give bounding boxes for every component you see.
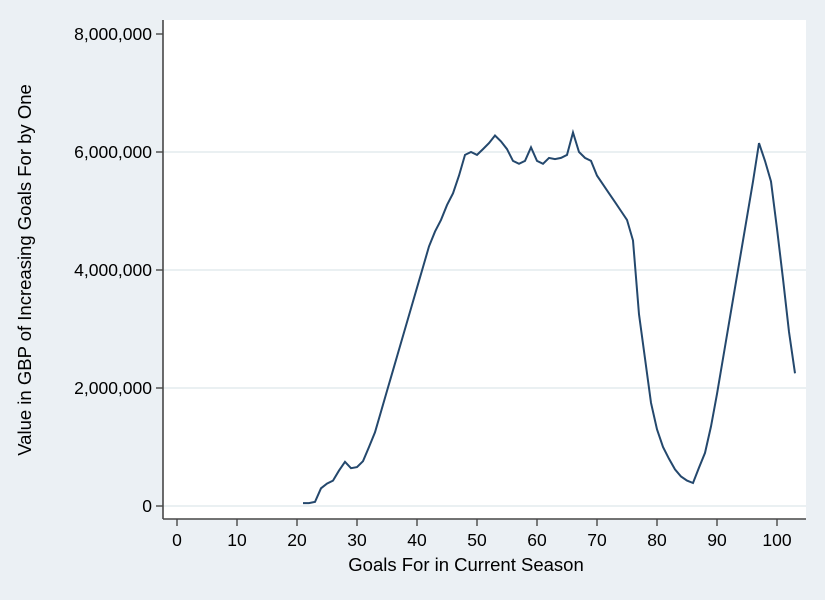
x-tick-label: 20 [287,530,307,550]
x-tick-label: 70 [587,530,607,550]
x-tick-label: 30 [347,530,367,550]
x-tick-label: 80 [647,530,667,550]
y-tick-label: 4,000,000 [74,260,152,280]
series-layer [303,128,796,505]
y-tick-label: 6,000,000 [74,142,152,162]
data-line [303,128,796,505]
x-tick-label: 60 [527,530,547,550]
x-tick-label: 100 [762,530,791,550]
x-tick-label: 40 [407,530,427,550]
grid-layer [163,151,806,507]
x-tick-label: 10 [227,530,247,550]
y-tick-label: 0 [142,496,152,516]
x-axis-title: Goals For in Current Season [348,554,583,575]
y-axis-title: Value in GBP of Increasing Goals For by … [14,84,35,456]
x-tick-label: 90 [707,530,727,550]
y-tick-label: 8,000,000 [74,24,152,44]
axes-layer: 0 2,000,000 4,000,000 6,000,000 8,000,000 0 10… [74,20,806,550]
x-tick-label: 50 [467,530,487,550]
y-tick-label: 2,000,000 [74,378,152,398]
x-tick-label: 0 [172,530,182,550]
